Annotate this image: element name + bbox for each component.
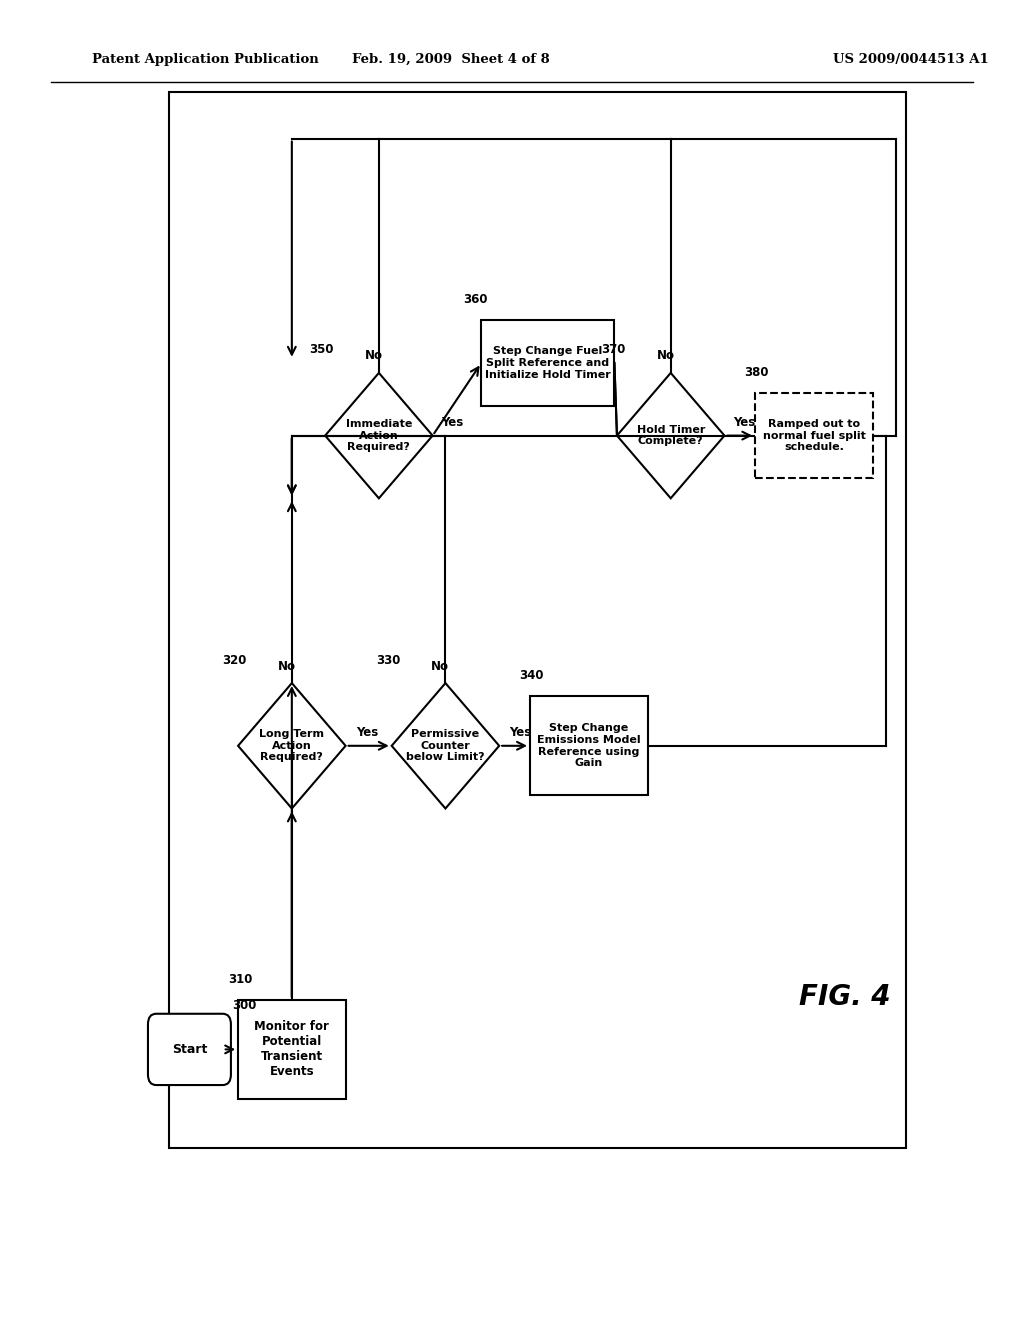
Bar <box>169 92 906 1148</box>
Text: 330: 330 <box>376 653 400 667</box>
Text: Ramped out to
normal fuel split
schedule.: Ramped out to normal fuel split schedule… <box>763 418 865 453</box>
Bar <box>238 1001 345 1098</box>
Bar <box>530 697 647 795</box>
Bar <box>481 319 614 407</box>
Bar <box>756 392 872 478</box>
Text: Yes: Yes <box>356 726 378 739</box>
Text: 380: 380 <box>744 366 769 379</box>
Text: Yes: Yes <box>510 726 531 739</box>
Text: US 2009/0044513 A1: US 2009/0044513 A1 <box>834 53 989 66</box>
Text: No: No <box>365 350 383 362</box>
Text: 340: 340 <box>519 669 544 682</box>
Text: Monitor for
Potential
Transient
Events: Monitor for Potential Transient Events <box>254 1020 330 1078</box>
Text: Start: Start <box>172 1043 207 1056</box>
Text: Yes: Yes <box>440 416 463 429</box>
Text: Permissive
Counter
below Limit?: Permissive Counter below Limit? <box>407 729 484 763</box>
Text: Hold Timer
Complete?: Hold Timer Complete? <box>637 425 705 446</box>
Text: Step Change Fuel
Split Reference and
Initialize Hold Timer: Step Change Fuel Split Reference and Ini… <box>485 346 610 380</box>
Text: 360: 360 <box>463 293 487 306</box>
Text: Patent Application Publication: Patent Application Publication <box>92 53 318 66</box>
Text: Feb. 19, 2009  Sheet 4 of 8: Feb. 19, 2009 Sheet 4 of 8 <box>351 53 550 66</box>
Text: 300: 300 <box>232 999 257 1012</box>
Text: Step Change
Emissions Model
Reference using
Gain: Step Change Emissions Model Reference us… <box>537 723 641 768</box>
Text: Yes: Yes <box>733 416 755 429</box>
Text: No: No <box>431 660 450 672</box>
Text: 350: 350 <box>309 343 334 356</box>
Text: 370: 370 <box>601 343 626 356</box>
FancyBboxPatch shape <box>147 1014 230 1085</box>
Text: No: No <box>656 350 675 362</box>
Text: Immediate
Action
Required?: Immediate Action Required? <box>346 418 412 453</box>
Text: Long Term
Action
Required?: Long Term Action Required? <box>259 729 325 763</box>
Text: 320: 320 <box>222 653 247 667</box>
Text: FIG. 4: FIG. 4 <box>799 982 891 1011</box>
Text: No: No <box>278 660 296 672</box>
Text: 310: 310 <box>228 973 253 986</box>
